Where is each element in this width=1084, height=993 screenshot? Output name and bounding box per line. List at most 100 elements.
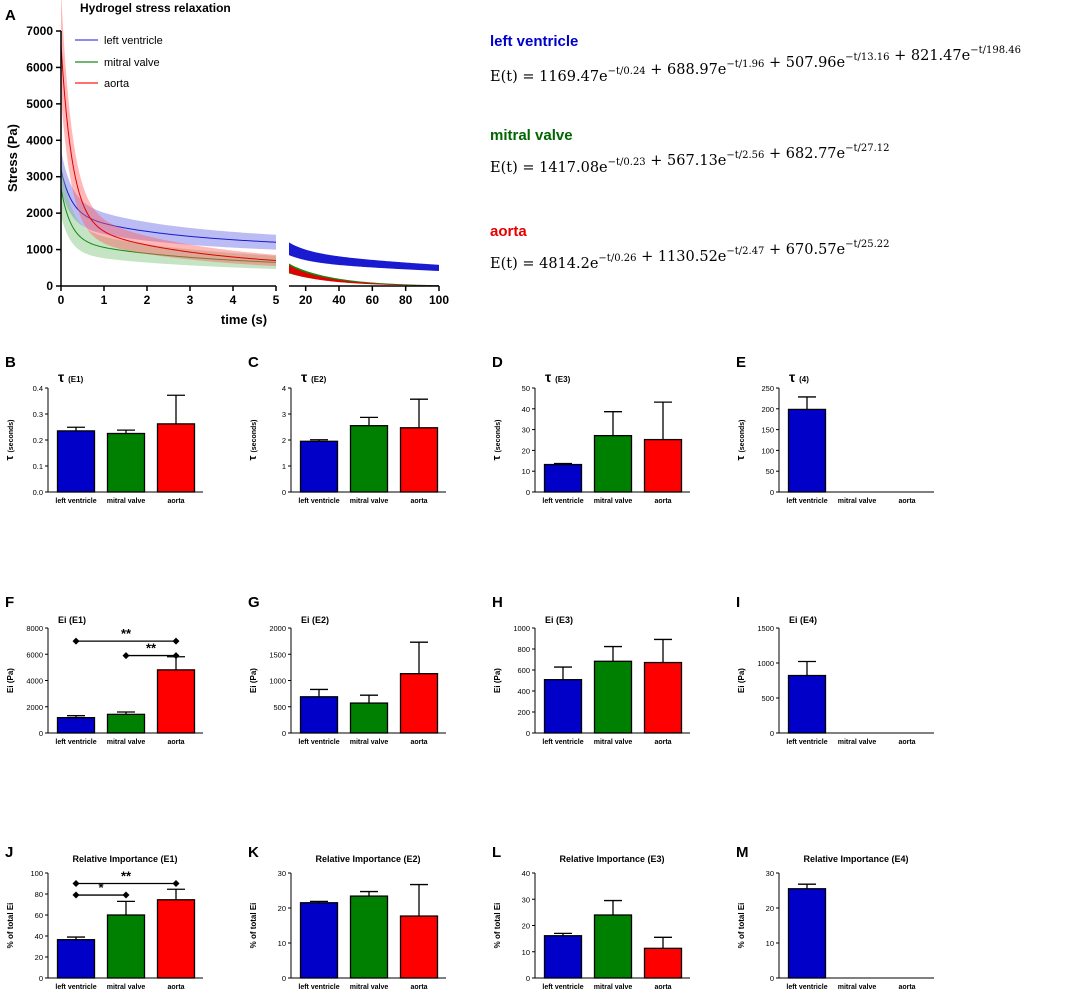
x-tick-label: left ventricle — [55, 984, 96, 991]
significance-marker — [172, 880, 180, 887]
y-tick-label: 0 — [46, 279, 53, 293]
y-tick-label: 7000 — [26, 24, 53, 38]
y-axis-label: Ei (Pa) — [737, 668, 746, 693]
y-tick-label: 8000 — [26, 624, 43, 633]
panel-title: Ei (E2) — [301, 615, 329, 625]
bar-left-ventricle — [543, 679, 583, 734]
y-tick-label: 0 — [282, 974, 286, 983]
series-band-aorta — [289, 265, 439, 286]
x-tick-label: aorta — [167, 739, 184, 746]
y-tick-label: 5000 — [26, 97, 53, 111]
y-tick-label: 2 — [282, 436, 286, 445]
significance-marker — [72, 637, 80, 645]
tau-symbol: τ — [301, 369, 311, 385]
panel-letter-c: C — [248, 354, 259, 371]
equation-term: + 821.47e — [890, 48, 971, 64]
x-tick-label: mitral valve — [350, 984, 389, 991]
x-tick-label: mitral valve — [107, 984, 146, 991]
y-tick-label: 0 — [526, 488, 530, 497]
panel-title: Ei (E1) — [58, 615, 86, 625]
panel-title: Ei (E4) — [789, 615, 817, 625]
bar-mitral-valve — [349, 702, 389, 734]
y-tick-label: 20 — [278, 904, 286, 913]
panel-title: Relative Importance (E1) — [72, 854, 177, 864]
y-tick-label: 30 — [278, 869, 286, 878]
x-tick-label: mitral valve — [594, 498, 633, 505]
y-axis-unit: (seconds) — [8, 419, 15, 452]
bar-mitral-valve — [349, 895, 389, 979]
series-band-left-ventricle — [61, 150, 276, 250]
x-tick-label: mitral valve — [107, 498, 146, 505]
y-axis-label: Ei (Pa) — [6, 668, 15, 693]
y-tick-label: 80 — [35, 890, 43, 899]
bar-aorta — [399, 673, 439, 734]
panel-title: τ (4) — [789, 369, 809, 385]
y-tick-label: 500 — [761, 694, 774, 703]
tau-subscript: (E1) — [68, 375, 83, 384]
bar-left-ventricle — [787, 408, 827, 493]
y-tick-label: 4000 — [26, 133, 53, 147]
bar-left-ventricle — [543, 463, 583, 493]
panel-letter-d: D — [492, 354, 503, 371]
bar-left-ventricle — [56, 716, 96, 734]
equation-exponent: −t/0.24 — [608, 66, 646, 77]
y-tick-label: 2000 — [26, 206, 53, 220]
y-tick-label: 0 — [526, 974, 530, 983]
panel-letter-l: L — [492, 844, 501, 861]
significance-label: ** — [121, 626, 132, 641]
y-tick-label: 0 — [770, 729, 774, 738]
equation-term: + 682.77e — [764, 146, 845, 162]
panel-letter-h: H — [492, 594, 503, 611]
x-tick-label: left ventricle — [542, 498, 583, 505]
y-tick-label: 40 — [522, 869, 530, 878]
panel-a-equations: left ventricle E(t) = 1169.47e−t/0.24 + … — [490, 33, 1021, 272]
equation-term: E(t) = 1169.47e — [490, 69, 608, 85]
y-tick-label: 4000 — [26, 677, 43, 686]
y-tick-label: 20 — [35, 953, 43, 962]
bar-mitral-valve — [349, 425, 389, 493]
panel-letter-g: G — [248, 594, 260, 611]
bar-aorta — [156, 899, 196, 979]
y-tick-label: 30 — [522, 895, 530, 904]
y-tick-label: 0 — [770, 488, 774, 497]
bar-aorta — [643, 947, 683, 979]
panel-title: Ei (E3) — [545, 615, 573, 625]
y-tick-label: 0 — [770, 974, 774, 983]
panel-letter-m: M — [736, 844, 749, 861]
y-tick-label: 500 — [273, 703, 286, 712]
x-tick-label: 0 — [58, 293, 65, 307]
equation-exponent: −t/2.47 — [726, 246, 764, 257]
y-tick-label: 0 — [39, 729, 43, 738]
y-tick-label: 100 — [761, 446, 774, 455]
x-tick-label: aorta — [654, 739, 671, 746]
equation-title-aorta: aorta — [490, 223, 527, 240]
y-tick-label: 1000 — [26, 243, 53, 257]
legend-label-mitral-valve: mitral valve — [104, 57, 160, 69]
bar-mitral-valve — [106, 432, 146, 493]
x-tick-label: 80 — [399, 293, 413, 307]
panel-letter-a: A — [5, 7, 16, 24]
x-tick-label: aorta — [410, 498, 427, 505]
panel-a-x-axis-label: time (s) — [221, 312, 267, 327]
bar-left-ventricle — [299, 696, 339, 734]
y-axis-label: Ei (Pa) — [493, 668, 502, 693]
panel-title: Relative Importance (E4) — [803, 854, 908, 864]
tau-symbol: τ — [789, 369, 799, 385]
equation-left-ventricle: E(t) = 1169.47e−t/0.24 + 688.97e−t/1.96 … — [490, 45, 1021, 85]
bar-left-ventricle — [56, 939, 96, 979]
y-tick-label: 60 — [35, 911, 43, 920]
y-tick-label: 4 — [282, 384, 286, 393]
x-tick-label: mitral valve — [838, 984, 877, 991]
y-tick-label: 200 — [761, 405, 774, 414]
significance-marker — [172, 637, 180, 645]
tau-subscript: (E2) — [311, 375, 326, 384]
x-tick-label: 60 — [366, 293, 380, 307]
panel-h-bar-chart: H Ei (E3) Ei (Pa) 0 200 400 600 800 1000 left ven… — [492, 594, 690, 746]
x-tick-label: aorta — [654, 984, 671, 991]
y-tick-label: 0 — [282, 488, 286, 497]
y-tick-label: 1500 — [757, 624, 774, 633]
panel-letter-i: I — [736, 594, 740, 611]
bar-aorta — [643, 438, 683, 493]
